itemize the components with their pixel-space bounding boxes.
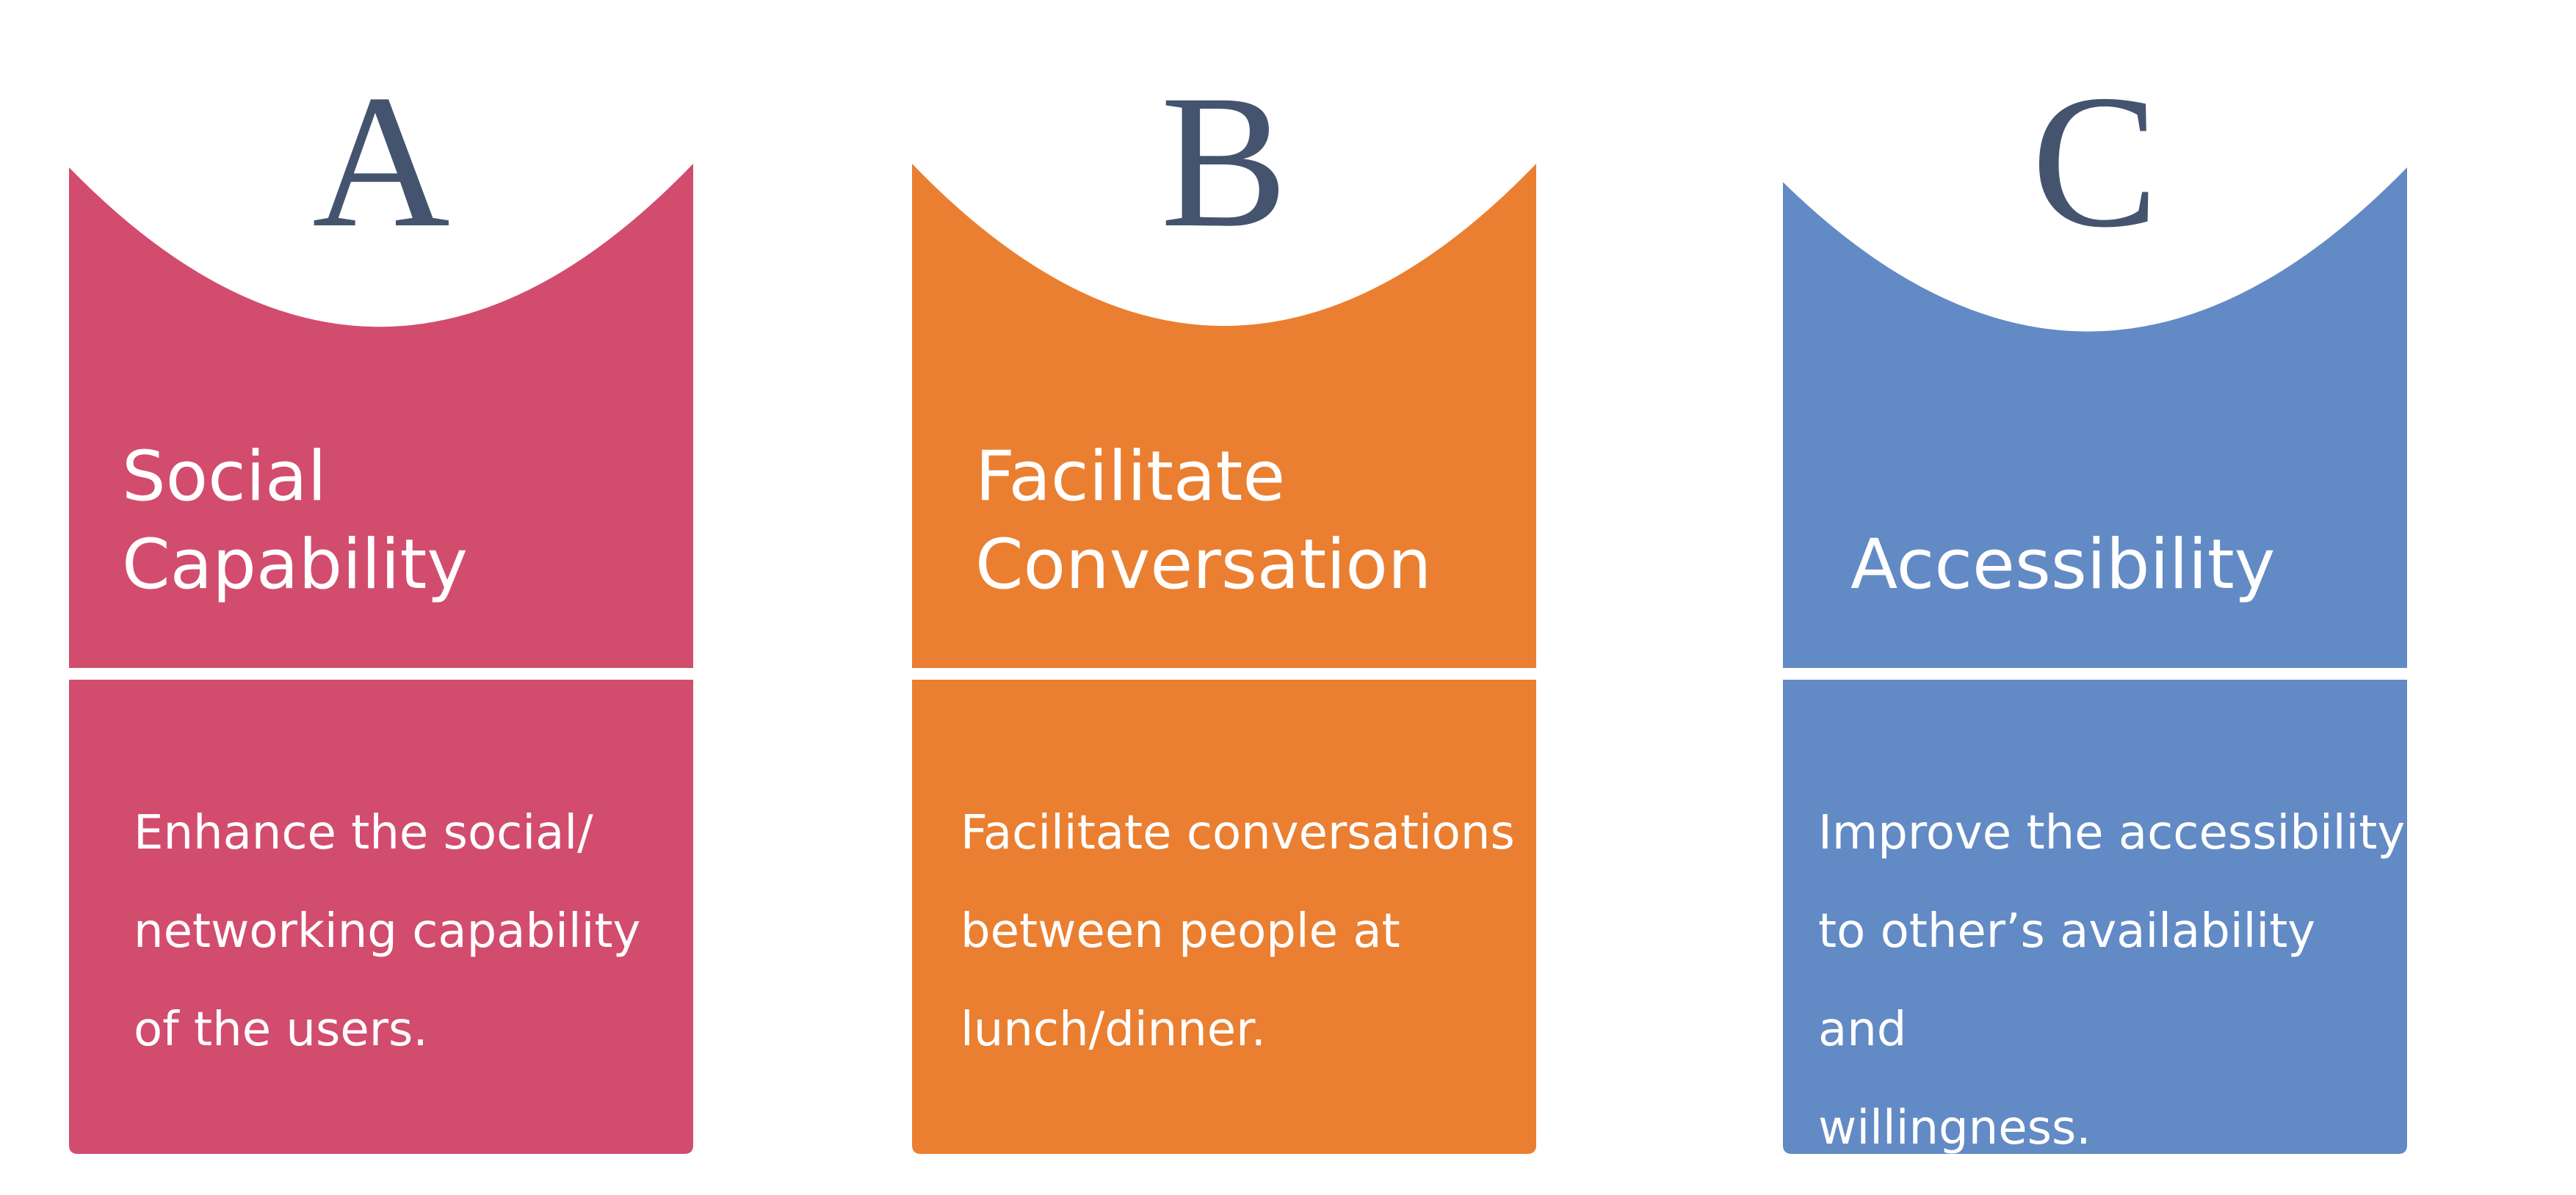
card-a-description: Enhance the social/ networking capabilit…: [134, 784, 721, 1079]
card-b-description-line: between people at: [960, 904, 1400, 959]
card-c-description: Improve the accessibility to other’s ava…: [1818, 784, 2406, 1177]
card-b-top-panel: [912, 164, 1536, 668]
card-c-title: Accessibility: [1850, 521, 2275, 609]
card-c-letter: C: [2031, 56, 2159, 267]
card-c-title-line: Accessibility: [1850, 525, 2276, 605]
card-a-top-panel: [69, 164, 693, 668]
card-b-letter: B: [1160, 56, 1288, 267]
card-b-description-line: lunch/dinner.: [960, 1003, 1266, 1057]
card-b-shape: [912, 164, 1536, 1154]
card-c-description-line: willingness.: [1818, 1101, 2091, 1155]
card-c-shape: [1783, 167, 2407, 1154]
card-c-description-line: Improve the accessibility: [1818, 806, 2406, 860]
card-a-description-line: Enhance the social/: [134, 806, 593, 860]
card-a-title-line: Social: [122, 437, 327, 517]
card-c: C Accessibility Improve the accessibilit…: [1783, 66, 2407, 1155]
card-b-description-line: Facilitate conversations: [960, 806, 1515, 860]
card-a-shape: [69, 164, 693, 1154]
card-b-title-line: Conversation: [975, 525, 1432, 605]
card-b-title-line: Facilitate: [975, 437, 1286, 517]
card-c-top-panel: [1783, 167, 2407, 668]
card-a-title: Social Capability: [122, 433, 468, 609]
card-a-letter: A: [312, 56, 450, 267]
card-b-title: Facilitate Conversation: [975, 433, 1431, 609]
card-a-description-line: networking capability: [134, 904, 641, 959]
card-a-bottom-panel: [69, 680, 693, 1154]
card-b-description: Facilitate conversations between people …: [960, 784, 1548, 1079]
card-a-description-line: of the users.: [134, 1003, 428, 1057]
card-a-title-line: Capability: [122, 525, 468, 605]
card-c-bottom-panel: [1783, 680, 2407, 1154]
card-a: A Social Capability Enhance the social/ …: [69, 66, 693, 1154]
card-b: B Facilitate Conversation Facilitate con…: [912, 66, 1536, 1154]
card-c-description-line: to other’s availability and: [1818, 904, 2316, 1057]
card-b-bottom-panel: [912, 680, 1536, 1154]
